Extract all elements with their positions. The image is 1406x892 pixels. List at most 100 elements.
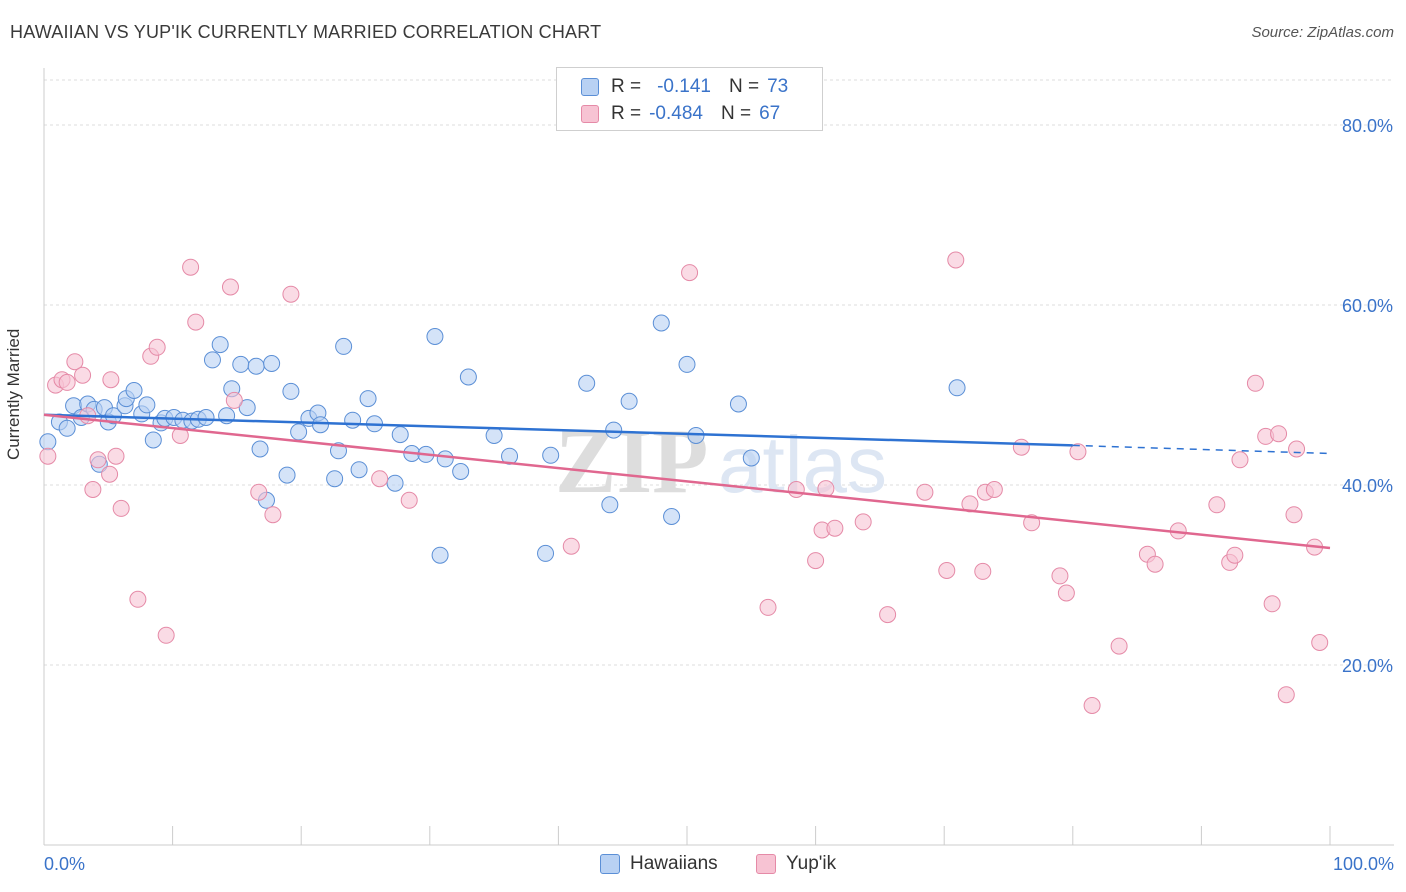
hawaiians-trendline [43,413,1073,447]
hawaiians-point [729,395,747,413]
hawaiians-point [578,374,596,392]
hawaiians-point [282,382,300,400]
yupik-point [1057,584,1075,602]
yupik-point [84,481,102,498]
yupik-point [854,513,872,531]
x-tick-label-min: 0.0% [44,854,85,874]
yupik-point [1311,634,1329,651]
bottom-legend-hawaiians: Hawaiians [600,852,718,876]
yupik-point [1277,686,1295,704]
yupik-point [400,491,418,509]
hawaiians-n-value: 73 [767,76,789,97]
yupik-point [182,258,200,276]
hawaiians-point [203,351,221,369]
yupik-point [759,598,777,616]
yupik-point [102,371,120,389]
yupik-point [826,519,844,537]
hawaiians-point [359,390,377,408]
legend-row-yupik: R = -0.484 N = 67 [581,102,780,126]
yupik-point [787,481,805,498]
hawaiians-point [144,431,162,449]
yupik-point [1231,451,1249,469]
yupik-point [282,285,300,303]
hawaiians-point [238,399,256,417]
yupik-legend-label: Yup'ik [786,853,837,874]
yupik-point [1110,637,1128,655]
hawaiians-point [652,314,670,332]
y-tick-label: 20.0% [1342,656,1393,676]
hawaiians-point [678,355,696,373]
yupik-point [225,391,243,409]
yupik-point [129,590,147,608]
watermark-atlas: atlas [718,420,887,509]
hawaiians-point [232,355,250,373]
yupik-point [1246,374,1264,392]
yupik-point [1146,555,1164,573]
hawaiians-point [459,368,477,386]
y-tick-label: 80.0% [1342,116,1393,136]
yupik-point [39,447,57,465]
yupik-point [1226,546,1244,564]
legend-row-hawaiians: R = -0.141 N = 73 [581,75,788,99]
hawaiians-point [138,396,156,414]
n-label: N = [720,103,752,124]
yupik-point [112,499,130,517]
yupik-point [562,537,580,555]
hawaiians-swatch [581,78,599,96]
yupik-point [66,353,84,371]
hawaiians-point [605,421,623,439]
yupik-point [916,483,934,501]
n-label: N = [728,76,760,97]
yupik-point [807,552,825,570]
hawaiians-point [290,423,308,441]
hawaiians-legend-swatch [600,854,620,874]
yupik-point [264,506,282,524]
hawaiians-point [620,392,638,410]
hawaiians-point [211,336,229,354]
hawaiians-point [247,357,265,375]
yupik-trendline [43,413,1331,550]
yupik-n-value: 67 [759,103,781,124]
yupik-point [974,562,992,580]
stats-legend: R = -0.141 N = 73 R = -0.484 N = 67 [556,67,823,131]
hawaiians-point [431,546,449,564]
hawaiians-trendline-extension [1072,444,1331,455]
r-label: R = [611,103,642,124]
hawaiians-point [948,379,966,397]
source-label: Source: ZipAtlas.com [1251,24,1394,41]
yupik-point [1083,697,1101,714]
yupik-point [157,626,175,644]
yupik-point [1285,506,1303,524]
yupik-point [74,366,92,384]
gridlines [44,79,1394,666]
yupik-point [985,481,1003,498]
hawaiians-r-value: -0.141 [657,76,711,97]
x-tick-label-max: 100.0% [1333,854,1394,874]
yupik-r-value: -0.484 [649,103,703,124]
hawaiians-point [542,446,560,464]
hawaiians-point [350,461,368,479]
hawaiians-point [601,496,619,514]
yupik-swatch [581,105,599,123]
yupik-point [1208,496,1226,514]
hawaiians-point [326,470,344,488]
hawaiians-point [742,449,760,467]
yupik-point [221,278,239,296]
yupik-point [101,465,119,483]
yupik-legend-swatch [756,854,776,874]
hawaiians-point [426,328,444,345]
trendlines [43,413,1331,550]
yupik-point [879,606,897,624]
hawaiians-point [251,440,269,458]
hawaiians-point [278,466,296,484]
yupik-point [371,470,389,488]
yupik-point [148,338,166,356]
yupik-point [947,251,965,269]
hawaiians-point [197,409,215,426]
yupik-point [171,427,189,444]
hawaiians-point [344,411,362,429]
yupik-point [187,313,205,331]
yupik-point [1051,567,1069,585]
y-tick-label: 60.0% [1342,296,1393,316]
